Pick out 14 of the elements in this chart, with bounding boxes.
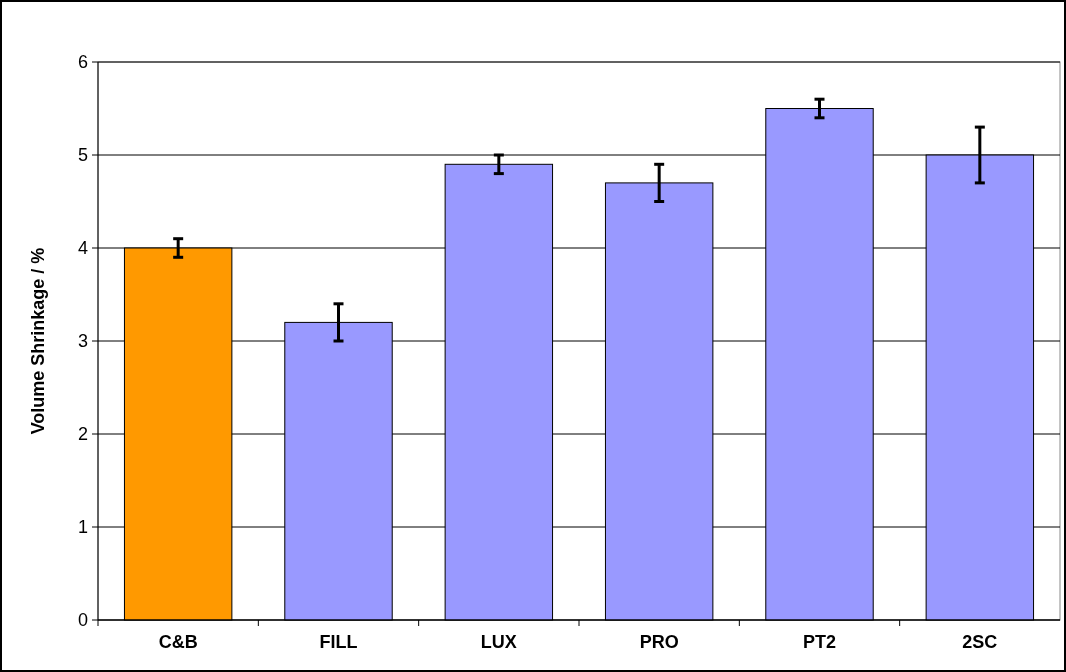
y-tick-label: 5 [77, 145, 88, 166]
x-tick-label: PRO [639, 632, 679, 653]
x-tick-label: PT2 [802, 632, 837, 653]
y-tick-label: 1 [77, 517, 88, 538]
y-tick-label: 3 [77, 331, 88, 352]
y-tick-label: 2 [77, 424, 88, 445]
x-tick-label: C&B [158, 632, 198, 653]
y-tick-label: 0 [77, 610, 88, 631]
x-tick-label: LUX [480, 632, 517, 653]
x-tick-label: FILL [319, 632, 358, 653]
y-tick-label: 6 [77, 52, 88, 73]
y-axis-title: Volume Shrinkage / % [28, 247, 48, 435]
x-tick-label: 2SC [962, 632, 998, 653]
y-tick-label: 4 [77, 238, 88, 259]
